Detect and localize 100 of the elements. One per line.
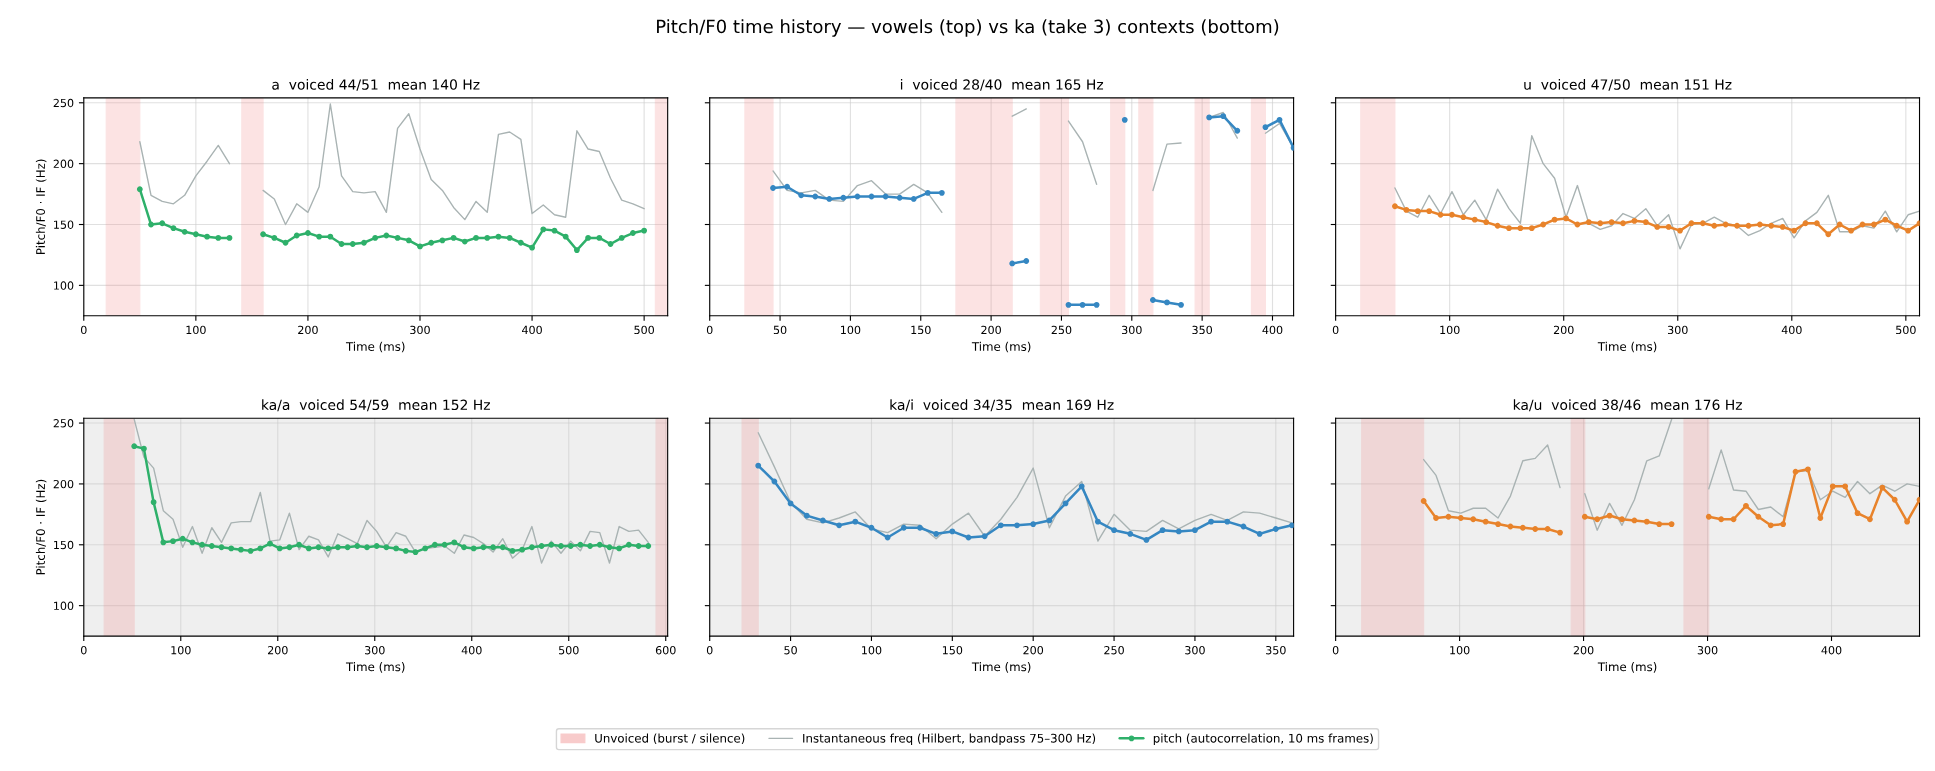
point	[1009, 260, 1016, 267]
point	[798, 192, 805, 199]
point	[1755, 513, 1762, 520]
point	[519, 546, 526, 553]
point	[1014, 522, 1020, 529]
point	[461, 544, 467, 551]
point	[854, 193, 861, 200]
point	[450, 234, 457, 241]
x-tick-label: 100	[1440, 325, 1460, 335]
point	[473, 234, 479, 241]
point	[495, 233, 502, 240]
point	[540, 226, 547, 233]
point	[1192, 527, 1198, 534]
point	[1842, 483, 1849, 490]
point	[1656, 521, 1663, 528]
point	[1619, 516, 1625, 523]
point	[1904, 518, 1911, 525]
point	[1175, 528, 1182, 535]
point	[150, 499, 157, 506]
point	[349, 241, 356, 247]
point	[812, 193, 819, 200]
point	[1734, 222, 1740, 229]
chart-title: ka/u voiced 38/46 mean 176 Hz	[1513, 399, 1742, 412]
x-tick-label: 100	[1450, 645, 1470, 655]
point	[1557, 529, 1563, 536]
point	[1654, 224, 1661, 230]
point	[1677, 227, 1683, 234]
x-tick-label: 100	[841, 325, 861, 335]
point	[924, 189, 931, 196]
point	[372, 234, 379, 241]
x-tick-label: 400	[1781, 325, 1802, 335]
point	[826, 196, 833, 202]
x-tick-label: 500	[558, 645, 579, 655]
point	[199, 541, 206, 548]
point	[1779, 224, 1786, 230]
point	[1433, 515, 1439, 521]
point	[1506, 225, 1512, 232]
point	[141, 445, 147, 452]
point	[1272, 526, 1279, 532]
point	[1208, 518, 1215, 525]
point	[1519, 524, 1526, 531]
x-tick-label: 250	[1051, 325, 1072, 335]
point	[1111, 527, 1117, 534]
point	[567, 543, 574, 549]
point	[228, 545, 235, 552]
point	[1792, 468, 1799, 475]
point	[499, 544, 506, 551]
point	[1220, 113, 1227, 120]
point	[1143, 536, 1150, 543]
point	[237, 546, 244, 553]
x-axis-title: Time (ms)	[1597, 662, 1657, 673]
point	[1802, 220, 1809, 227]
point	[316, 233, 323, 240]
point	[170, 225, 177, 232]
point	[271, 234, 278, 241]
x-tick-label: 300	[1185, 645, 1205, 655]
point	[509, 547, 516, 554]
point	[208, 543, 215, 549]
point	[422, 545, 429, 552]
point	[1730, 516, 1737, 523]
y-tick-label: 250	[53, 98, 74, 108]
chart-title: i voiced 28/40 mean 165 Hz	[900, 79, 1104, 91]
point	[1767, 522, 1774, 529]
point	[1608, 219, 1615, 225]
point	[1262, 124, 1269, 131]
point	[1023, 258, 1030, 264]
point	[136, 186, 143, 193]
point	[1234, 127, 1241, 134]
x-tick-label: 200	[981, 325, 1001, 335]
point	[529, 244, 535, 251]
point	[868, 524, 875, 531]
point	[840, 194, 847, 201]
point	[1121, 116, 1128, 123]
point	[1517, 225, 1524, 232]
point	[635, 543, 642, 549]
point	[1471, 216, 1478, 223]
point	[1482, 518, 1489, 525]
point	[949, 528, 956, 535]
point	[159, 220, 166, 227]
point	[1642, 219, 1649, 225]
point	[1483, 219, 1490, 225]
point	[1859, 221, 1866, 228]
point	[451, 539, 458, 546]
point	[1574, 221, 1581, 228]
x-tick-label: 0	[1332, 325, 1339, 335]
point	[383, 232, 390, 239]
point	[641, 227, 648, 234]
point	[1893, 222, 1900, 229]
point	[1581, 513, 1588, 520]
point	[354, 543, 361, 549]
point	[784, 183, 791, 190]
point	[461, 238, 468, 245]
point	[1594, 516, 1601, 523]
x-tick-label: 200	[1023, 645, 1044, 655]
x-tick-label: 100	[186, 325, 206, 335]
point	[293, 232, 300, 239]
legend-label: pitch (autocorrelation, 10 ms frames)	[1153, 733, 1373, 745]
point	[1094, 518, 1101, 525]
point	[1495, 521, 1501, 528]
point	[900, 524, 907, 531]
